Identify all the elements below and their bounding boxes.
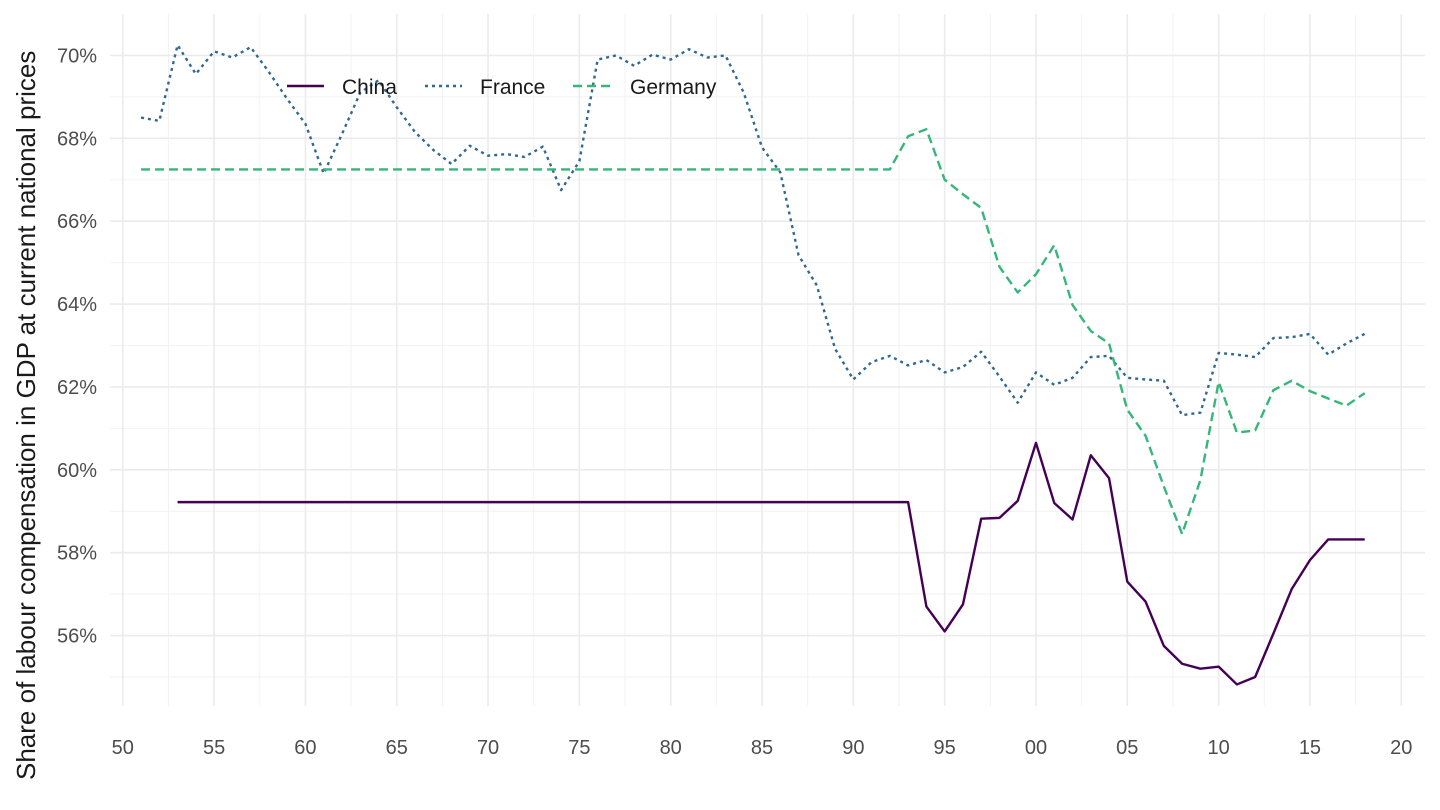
x-tick-label: 90 — [842, 737, 864, 759]
x-tick-label: 50 — [112, 737, 134, 759]
y-axis-tick-labels: 56% 58% 60% 62% 64% 66% 68% 70% — [57, 45, 97, 647]
x-tick-label: 05 — [1116, 737, 1138, 759]
minor-gridlines — [110, 14, 1425, 706]
series-line-france — [140, 43, 1366, 417]
x-tick-label: 10 — [1207, 737, 1229, 759]
x-tick-label: 55 — [203, 737, 225, 759]
y-tick-label: 60% — [57, 460, 97, 482]
x-tick-label: 00 — [1025, 737, 1047, 759]
x-tick-label: 15 — [1299, 737, 1321, 759]
x-tick-label: 95 — [934, 737, 956, 759]
x-tick-label: 65 — [386, 737, 408, 759]
x-axis-tick-labels: 50 55 60 65 70 75 80 85 90 95 00 05 10 15 20 — [112, 737, 1413, 759]
legend-label-france: France — [480, 76, 545, 99]
legend: China France Germany — [287, 76, 717, 99]
x-tick-label: 60 — [294, 737, 316, 759]
x-tick-label: 20 — [1390, 737, 1412, 759]
y-tick-label: 58% — [57, 543, 97, 565]
series-lines — [140, 43, 1366, 686]
legend-label-china: China — [342, 76, 397, 99]
y-axis-title: Share of labour compensation in GDP at c… — [11, 51, 41, 780]
x-tick-label: 85 — [751, 737, 773, 759]
y-tick-label: 70% — [57, 45, 97, 67]
y-tick-label: 68% — [57, 128, 97, 150]
x-tick-label: 80 — [660, 737, 682, 759]
legend-label-germany: Germany — [630, 76, 717, 99]
y-tick-label: 62% — [57, 377, 97, 399]
series-line-germany — [141, 127, 1366, 536]
x-tick-label: 75 — [568, 737, 590, 759]
y-tick-label: 66% — [57, 211, 97, 233]
series-line-china — [177, 441, 1365, 686]
y-tick-label: 64% — [57, 294, 97, 316]
x-tick-label: 70 — [477, 737, 499, 759]
major-gridlines — [110, 14, 1425, 706]
y-tick-label: 56% — [57, 626, 97, 648]
